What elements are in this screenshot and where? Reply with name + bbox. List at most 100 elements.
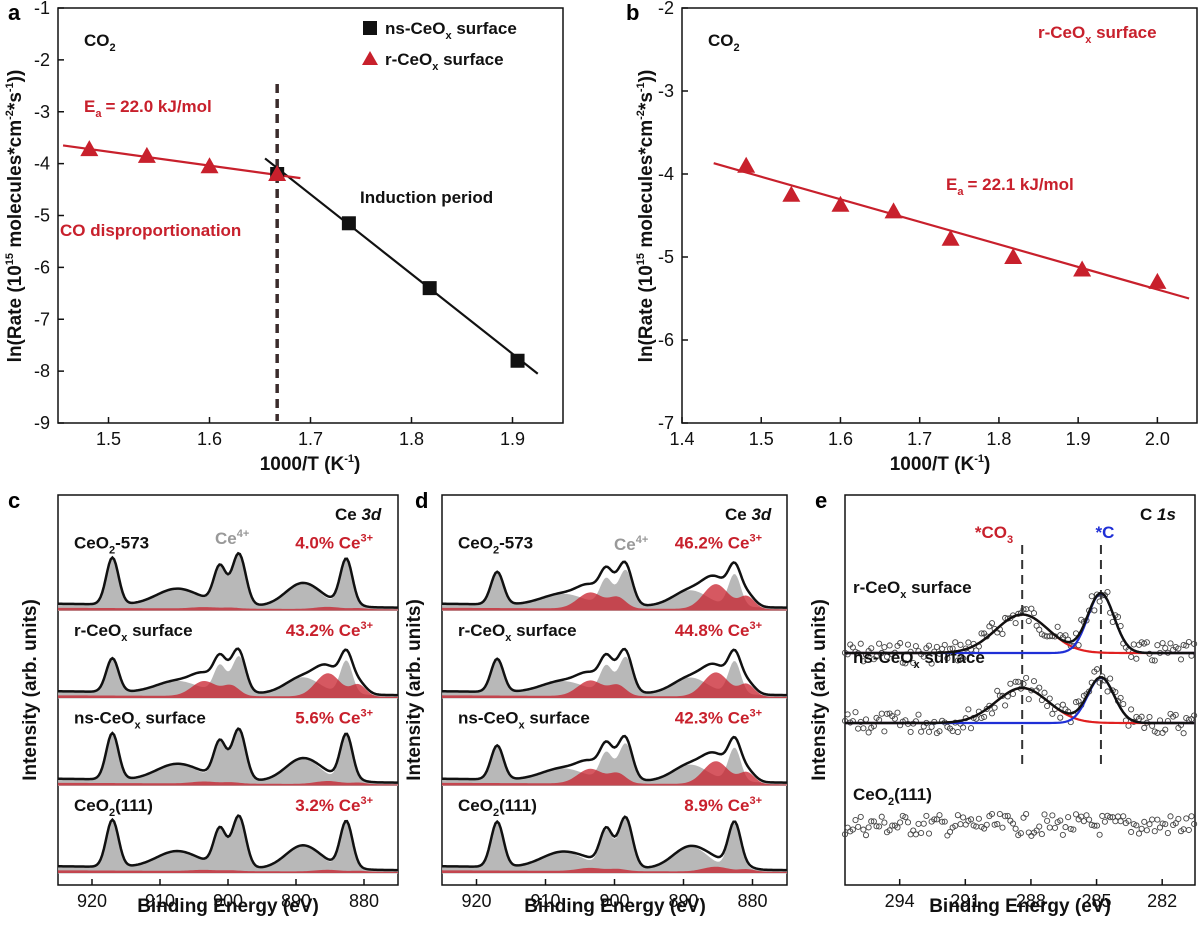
spectrum-name-end: surface xyxy=(127,621,192,640)
spectrum-name-main: r-CeO xyxy=(458,621,505,640)
data-point-circle xyxy=(936,812,943,819)
data-point-circle xyxy=(1080,818,1087,825)
data-point-circle xyxy=(1046,824,1053,831)
data-point-circle xyxy=(981,713,988,721)
data-point-circle xyxy=(852,817,859,824)
data-point-circle xyxy=(891,715,898,722)
data-point-circle xyxy=(1054,623,1061,630)
panel-e-y-axis-title: Intensity (arb. units) xyxy=(809,599,830,781)
panel-c-ticks: 920 910 900 890 880 xyxy=(77,879,379,911)
data-point-triangle xyxy=(200,157,219,174)
data-point-circle xyxy=(1007,680,1014,687)
ce3-percentage-value: 8.9% Ce xyxy=(684,796,749,815)
data-point-circle xyxy=(862,832,870,839)
data-point-circle xyxy=(1059,831,1066,838)
data-point-circle xyxy=(1164,829,1171,837)
x-tick-label: 920 xyxy=(461,891,491,911)
ce3-percentage-sup: 3+ xyxy=(749,707,762,719)
ce4-peak-area xyxy=(58,553,398,611)
data-point-circle xyxy=(954,812,961,819)
data-point-circle xyxy=(1191,820,1198,828)
panel-c-ce4-label: Ce4+ xyxy=(215,528,249,548)
data-point-circle xyxy=(852,709,859,716)
data-point-circle xyxy=(970,822,977,829)
spectrum-name-main: CeO xyxy=(853,785,888,804)
data-point-circle xyxy=(1020,814,1027,821)
data-point-circle xyxy=(1125,817,1132,824)
data-point-triangle xyxy=(1148,272,1167,289)
spectrum-name-end: surface xyxy=(141,708,206,727)
data-point-circle xyxy=(936,728,943,735)
data-point-circle xyxy=(1020,680,1027,688)
data-point-circle xyxy=(941,641,948,648)
envelope-fit-curve xyxy=(845,592,1195,655)
data-point-circle xyxy=(1141,818,1148,825)
x-tick-label: 1.6 xyxy=(828,429,853,449)
data-point-circle xyxy=(868,645,875,652)
ce3-percentage-value: 3.2% Ce xyxy=(295,796,360,815)
data-point-circle xyxy=(960,814,967,821)
data-point-circle xyxy=(1044,817,1051,824)
y-tick-label: -7 xyxy=(658,413,674,433)
data-point-circle xyxy=(1030,678,1038,685)
data-point-circle xyxy=(1012,678,1019,685)
panel-a-ticks: 1.5 1.6 1.7 1.8 1.9 -9 -8 -7 -6 -5 -4 -3 -2 -1 xyxy=(34,0,525,449)
ce3-percentage-sup: 3+ xyxy=(749,620,762,632)
data-point-circle xyxy=(915,711,922,718)
x-tick-label: 291 xyxy=(950,891,980,911)
data-point-circle xyxy=(1091,607,1098,614)
ce3-peak-area xyxy=(58,781,398,786)
data-point-circle xyxy=(873,823,880,830)
spectrum-name-main: ns-CeO xyxy=(74,708,134,727)
data-point-circle xyxy=(1088,593,1095,600)
data-point-circle xyxy=(978,630,985,637)
y-tick-label: -4 xyxy=(34,154,50,174)
ce3-peak-area xyxy=(58,673,398,698)
y-tick-label: -2 xyxy=(34,50,50,70)
data-point-circle xyxy=(1143,639,1150,646)
data-point-circle xyxy=(918,829,925,837)
data-point-circle xyxy=(1146,713,1153,721)
data-point-circle xyxy=(1093,666,1101,673)
x-tick-label: 1.8 xyxy=(399,429,424,449)
spectrum-name: CeO2(111) xyxy=(74,796,153,819)
legend-marker-ns-ceox xyxy=(363,21,377,35)
panel-a: a 1.5 1.6 1.7 1.8 1.9-9-8-7-6-5-4-3-2-1 CO2 … xyxy=(4,0,564,475)
spectrum-name-end: -573 xyxy=(115,533,149,552)
y-tick-label: -3 xyxy=(34,102,50,122)
data-point-circle xyxy=(1151,657,1158,664)
data-point-circle xyxy=(1002,702,1009,709)
data-point-circle xyxy=(1096,679,1103,686)
data-point-circle xyxy=(1015,678,1022,685)
data-point-circle xyxy=(1020,606,1027,613)
data-point-circle xyxy=(1030,610,1038,617)
spectrum-name: r-CeOx surface xyxy=(74,621,193,644)
y-tick-label: -5 xyxy=(658,247,674,267)
spectrum-name-end: (111) xyxy=(115,796,153,815)
data-point-circle xyxy=(865,729,872,736)
data-point-circle xyxy=(1028,605,1035,612)
data-point-circle xyxy=(1023,811,1030,818)
panel-a-letter: a xyxy=(8,0,21,25)
ce3-percentage-sup: 3+ xyxy=(360,532,373,544)
ce3-percentage-value: 44.8% Ce xyxy=(675,621,750,640)
data-point-circle xyxy=(1041,811,1048,818)
ce3-percentage-sup: 3+ xyxy=(360,620,373,632)
data-point-circle xyxy=(1049,812,1056,819)
data-point-circle xyxy=(1067,825,1074,833)
data-point-circle xyxy=(1036,823,1043,830)
ce3-percentage-sup: 3+ xyxy=(360,795,373,807)
x-tick-label: 910 xyxy=(530,891,560,911)
panel-a-induction-label: Induction period xyxy=(360,188,493,207)
data-point-circle xyxy=(904,819,912,826)
data-point-circle xyxy=(870,818,877,825)
data-point-circle xyxy=(1107,675,1114,682)
panel-c-region: Ce 3d xyxy=(335,505,382,524)
data-point-circle xyxy=(1162,726,1169,733)
panel-d-letter: d xyxy=(415,488,428,513)
data-point-circle xyxy=(1185,638,1192,646)
spectrum-name: r-CeOx surface xyxy=(458,621,577,644)
spectrum-name-sub: 2 xyxy=(888,796,894,808)
ce3-percentage-value: 4.0% Ce xyxy=(295,533,360,552)
spectrum-name-main: r-CeO xyxy=(853,578,900,597)
